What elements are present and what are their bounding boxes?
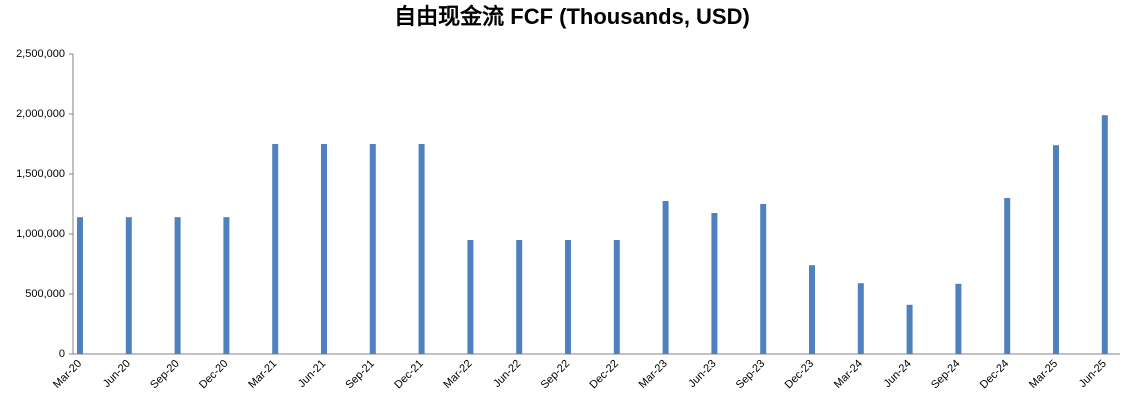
- x-tick-label: Jun-22: [491, 358, 523, 390]
- bar: [272, 144, 279, 354]
- bar: [223, 217, 230, 354]
- x-tick-label: Jun-24: [882, 358, 914, 390]
- y-tick-label: 1,000,000: [16, 228, 65, 240]
- bar: [418, 144, 425, 354]
- x-tick-label: Dec-24: [978, 358, 1012, 392]
- x-tick-label: Mar-23: [637, 358, 670, 391]
- bar: [125, 217, 132, 354]
- x-tick-label: Dec-20: [197, 358, 231, 392]
- bar: [857, 283, 864, 354]
- y-tick-label: 1,500,000: [16, 168, 65, 180]
- bar: [1004, 198, 1011, 354]
- bar: [1053, 145, 1059, 354]
- x-tick-label: Sep-23: [734, 358, 768, 392]
- bar: [613, 240, 620, 354]
- x-tick-label: Mar-20: [51, 358, 84, 391]
- x-tick-label: Sep-21: [343, 358, 377, 392]
- x-tick-label: Jun-23: [686, 358, 718, 390]
- x-tick-label: Dec-23: [783, 358, 817, 392]
- x-tick-label: Mar-24: [832, 358, 865, 391]
- bar: [955, 283, 962, 354]
- chart-title: 自由现金流 FCF (Thousands, USD): [394, 4, 750, 29]
- bar: [565, 240, 571, 354]
- bar: [1101, 115, 1108, 354]
- x-tick-label: Mar-22: [441, 358, 474, 391]
- x-tick-label: Mar-21: [246, 358, 279, 391]
- bar: [760, 204, 767, 354]
- y-tick-label: 2,000,000: [16, 108, 65, 120]
- bar: [467, 240, 474, 354]
- x-tick-label: Mar-25: [1027, 358, 1060, 391]
- bar: [662, 201, 669, 354]
- bar: [906, 304, 913, 354]
- y-tick-label: 0: [59, 348, 65, 360]
- x-tick-label: Dec-21: [392, 358, 426, 392]
- bar: [369, 144, 376, 354]
- x-tick-label: Jun-25: [1077, 358, 1109, 390]
- bar: [809, 265, 815, 354]
- x-tick-label: Jun-21: [296, 358, 328, 390]
- bar: [77, 217, 83, 354]
- bar: [516, 240, 523, 354]
- bar: [321, 144, 327, 354]
- y-tick-label: 2,500,000: [16, 48, 65, 60]
- x-tick-label: Sep-22: [539, 358, 573, 392]
- bar: [174, 217, 181, 354]
- x-tick-label: Sep-20: [148, 358, 182, 392]
- x-tick-label: Sep-24: [929, 358, 963, 392]
- x-tick-label: Dec-22: [587, 358, 621, 392]
- bar: [711, 213, 718, 354]
- x-tick-label: Jun-20: [101, 358, 133, 390]
- y-tick-label: 500,000: [25, 288, 65, 300]
